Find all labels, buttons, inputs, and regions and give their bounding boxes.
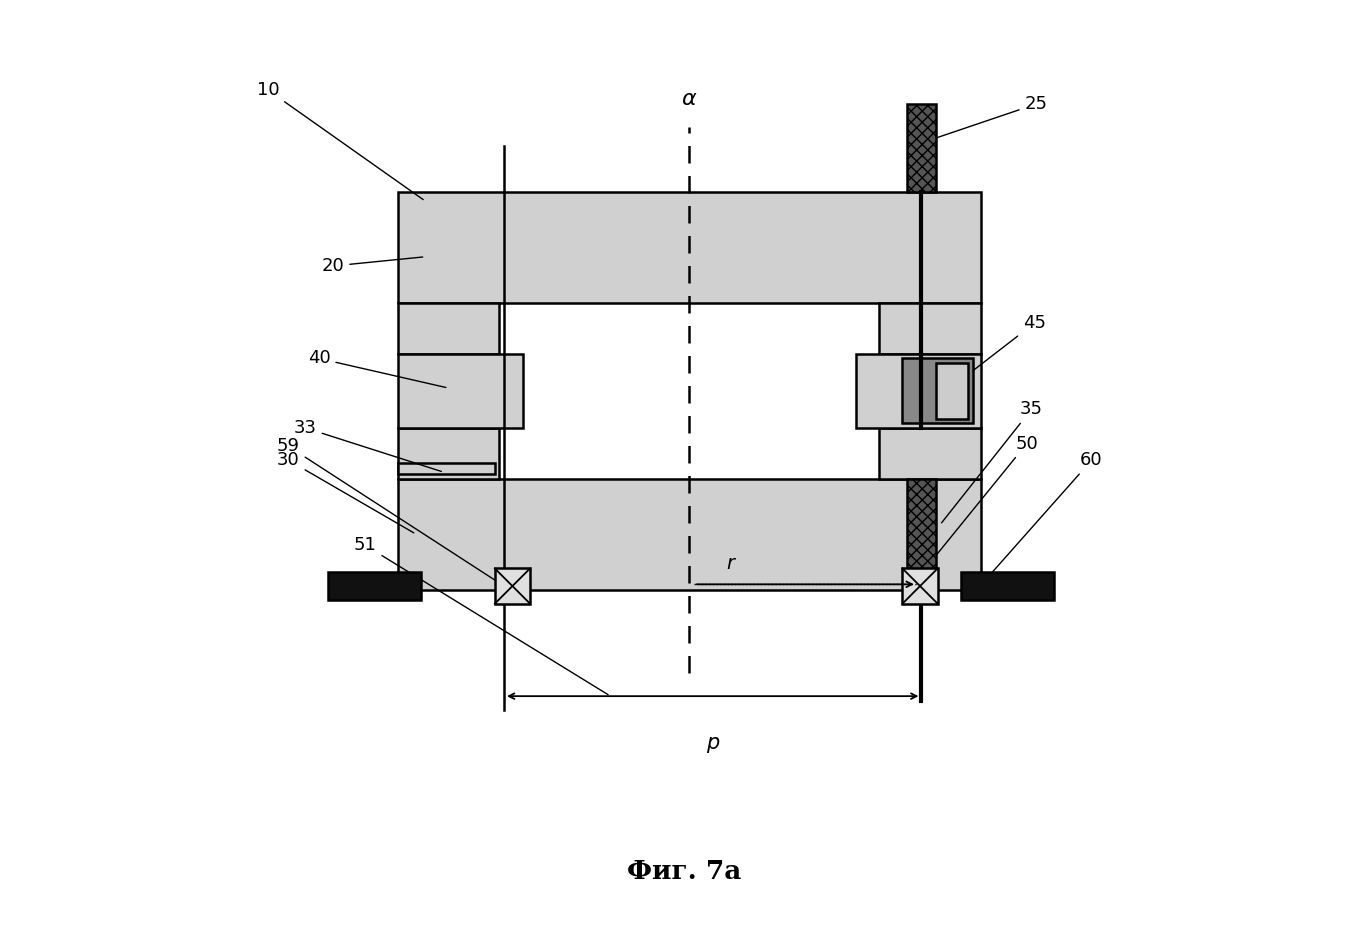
Bar [902, 568, 938, 604]
Text: 33: 33 [294, 419, 441, 471]
Bar [879, 303, 980, 354]
Text: 35: 35 [942, 400, 1043, 523]
Text: 59: 59 [277, 438, 502, 585]
Text: 40: 40 [308, 349, 446, 388]
Text: r: r [726, 554, 734, 573]
Text: p: p [706, 733, 719, 753]
Text: 10: 10 [257, 81, 423, 200]
Bar [494, 568, 530, 604]
Bar [329, 572, 420, 600]
Text: 45: 45 [956, 315, 1046, 385]
Bar [908, 479, 935, 594]
Text: Фиг. 7a: Фиг. 7a [627, 859, 742, 885]
Bar [902, 359, 972, 423]
Bar [908, 104, 935, 192]
Bar [879, 428, 980, 479]
Bar [398, 354, 523, 428]
Bar [398, 303, 500, 354]
Bar [961, 572, 1054, 600]
Bar [856, 354, 980, 428]
Text: 25: 25 [930, 95, 1047, 140]
Bar [398, 192, 980, 303]
Bar [935, 363, 968, 419]
Bar [398, 463, 494, 474]
Text: 51: 51 [355, 536, 608, 695]
Text: 60: 60 [983, 452, 1103, 583]
Text: 20: 20 [322, 257, 423, 275]
Text: 30: 30 [277, 452, 413, 532]
Bar [398, 428, 500, 479]
Text: α: α [682, 88, 697, 109]
Text: 50: 50 [913, 435, 1038, 584]
Bar [398, 479, 980, 590]
